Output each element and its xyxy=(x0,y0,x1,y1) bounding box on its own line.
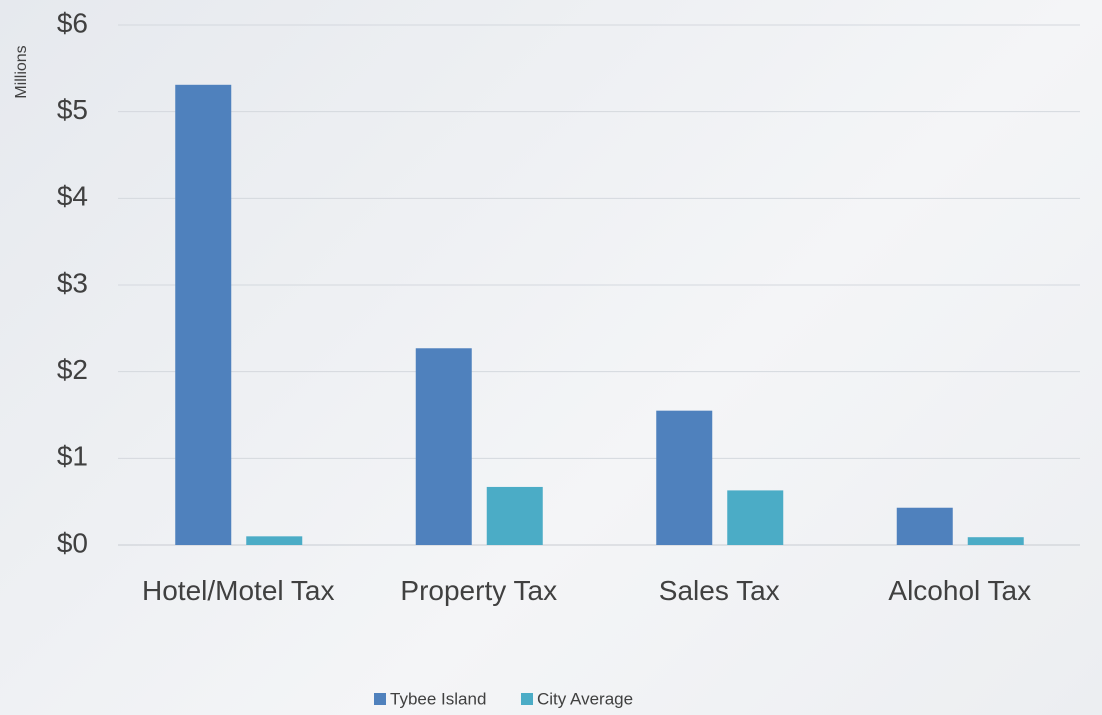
y-tick-label: $3 xyxy=(57,267,88,298)
bar xyxy=(246,536,303,545)
bar xyxy=(727,490,784,545)
y-tick-label: $0 xyxy=(57,527,88,558)
bar xyxy=(175,84,232,546)
y-tick-label: $6 xyxy=(57,7,88,38)
y-tick-label: $4 xyxy=(57,181,88,212)
bar xyxy=(486,486,543,545)
bar xyxy=(967,537,1024,545)
x-tick-label: Sales Tax xyxy=(658,575,780,606)
bar xyxy=(656,410,713,545)
y-tick-label: $2 xyxy=(57,354,88,385)
x-tick-label: Property Tax xyxy=(400,575,558,606)
x-tick-label: Alcohol Tax xyxy=(888,575,1032,606)
bar xyxy=(415,348,472,545)
legend-swatch xyxy=(374,693,386,705)
legend-label: City Average xyxy=(537,689,633,708)
bar xyxy=(896,507,953,545)
legend-label: Tybee Island xyxy=(390,689,486,708)
x-tick-label: Hotel/Motel Tax xyxy=(142,575,335,606)
y-axis-label: Millions xyxy=(13,45,30,98)
y-tick-label: $5 xyxy=(57,94,88,125)
y-tick-label: $1 xyxy=(57,441,88,472)
legend-swatch xyxy=(521,693,533,705)
